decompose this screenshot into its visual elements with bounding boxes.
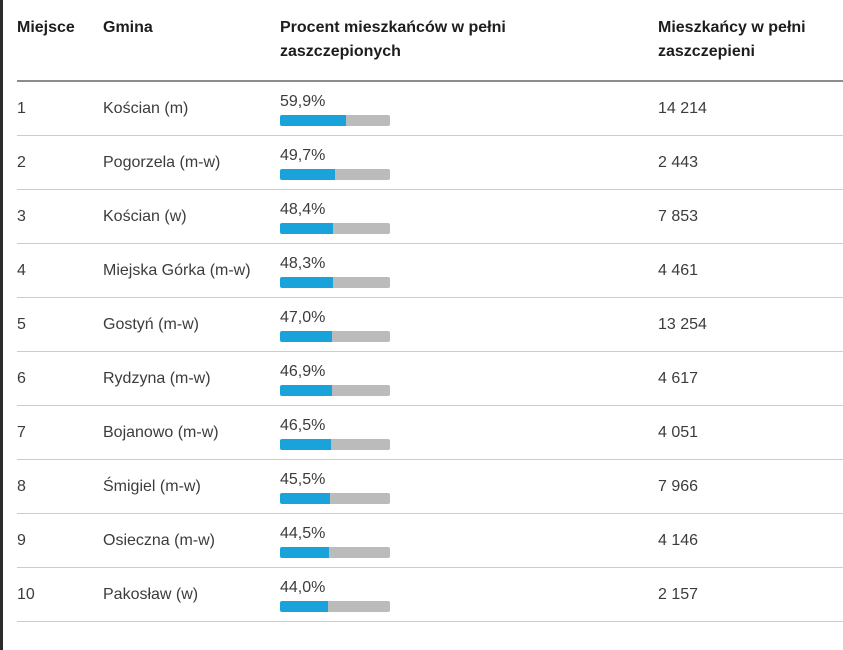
rank-cell: 5	[17, 315, 26, 333]
percent-label: 44,0%	[280, 578, 326, 596]
count-cell: 4 051	[658, 423, 699, 441]
rank-cell: 9	[17, 531, 26, 549]
percent-bar-track	[280, 546, 390, 558]
percent-cell: 44,0%	[280, 578, 658, 612]
percent-bar-track	[280, 384, 390, 396]
table-row: 5 Gostyń (m-w) 47,0% 13 254	[17, 298, 843, 352]
percent-cell: 46,9%	[280, 362, 658, 396]
percent-cell: 48,4%	[280, 200, 658, 234]
table-body: 1 Kościan (m) 59,9% 14 214 2 Pogorzela (…	[3, 82, 843, 622]
percent-label: 45,5%	[280, 470, 326, 488]
count-cell: 14 214	[658, 99, 707, 117]
table-row: 6 Rydzyna (m-w) 46,9% 4 617	[17, 352, 843, 406]
percent-bar-track	[280, 168, 390, 180]
percent-bar-fill	[280, 600, 329, 612]
percent-bar-fill	[280, 546, 329, 558]
percent-bar-track	[280, 276, 390, 288]
percent-label: 48,3%	[280, 254, 326, 272]
gmina-cell: Osieczna (m-w)	[103, 531, 216, 549]
percent-bar-track	[280, 438, 390, 450]
table-row: 4 Miejska Górka (m-w) 48,3% 4 461	[17, 244, 843, 298]
table-row: 7 Bojanowo (m-w) 46,5% 4 051	[17, 406, 843, 460]
gmina-cell: Kościan (w)	[103, 207, 187, 225]
table-header-row: Miejsce Gmina Procent mieszkańców w pełn…	[17, 0, 843, 82]
rank-cell: 6	[17, 369, 26, 387]
rank-cell: 3	[17, 207, 26, 225]
table-row: 3 Kościan (w) 48,4% 7 853	[17, 190, 843, 244]
percent-bar-fill	[280, 330, 332, 342]
percent-bar-fill	[280, 384, 332, 396]
gmina-cell: Rydzyna (m-w)	[103, 369, 211, 387]
percent-bar-fill	[280, 276, 334, 288]
table-row: 1 Kościan (m) 59,9% 14 214	[17, 82, 843, 136]
percent-cell: 44,5%	[280, 524, 658, 558]
col-header-miejsce-label: Miejsce	[17, 19, 75, 36]
gmina-cell: Pakosław (w)	[103, 585, 199, 603]
rank-cell: 4	[17, 261, 26, 279]
col-header-gmina: Gmina	[103, 16, 280, 40]
count-cell: 4 617	[658, 369, 699, 387]
col-header-miejsce: Miejsce	[17, 16, 103, 40]
count-cell: 2 157	[658, 585, 699, 603]
percent-label: 49,7%	[280, 146, 326, 164]
rank-cell: 2	[17, 153, 26, 171]
col-header-procent: Procent mieszkańców w pełni zaszczepiony…	[280, 16, 658, 64]
percent-label: 46,5%	[280, 416, 326, 434]
percent-bar-fill	[280, 168, 335, 180]
percent-label: 47,0%	[280, 308, 326, 326]
percent-label: 44,5%	[280, 524, 326, 542]
gmina-cell: Gostyń (m-w)	[103, 315, 199, 333]
percent-cell: 47,0%	[280, 308, 658, 342]
count-cell: 7 853	[658, 207, 699, 225]
col-header-gmina-label: Gmina	[103, 19, 153, 36]
gmina-cell: Kościan (m)	[103, 99, 189, 117]
percent-cell: 45,5%	[280, 470, 658, 504]
percent-bar-fill	[280, 492, 331, 504]
percent-cell: 59,9%	[280, 92, 658, 126]
gmina-cell: Śmigiel (m-w)	[103, 477, 201, 495]
percent-label: 46,9%	[280, 362, 326, 380]
percent-bar-fill	[280, 114, 346, 126]
rank-cell: 8	[17, 477, 26, 495]
gmina-cell: Bojanowo (m-w)	[103, 423, 219, 441]
table-row: 10 Pakosław (w) 44,0% 2 157	[17, 568, 843, 622]
percent-bar-fill	[280, 222, 334, 234]
count-cell: 2 443	[658, 153, 699, 171]
count-cell: 7 966	[658, 477, 699, 495]
percent-bar-track	[280, 114, 390, 126]
count-cell: 13 254	[658, 315, 707, 333]
percent-bar-track	[280, 600, 390, 612]
rank-cell: 10	[17, 585, 35, 603]
rank-cell: 1	[17, 99, 26, 117]
gmina-cell: Pogorzela (m-w)	[103, 153, 221, 171]
gmina-cell: Miejska Górka (m-w)	[103, 261, 251, 279]
table-row: 2 Pogorzela (m-w) 49,7% 2 443	[17, 136, 843, 190]
percent-bar-track	[280, 330, 390, 342]
col-header-mieszkancy-label: Mieszkańcy w pełni zaszczepieni	[658, 19, 806, 60]
percent-label: 59,9%	[280, 92, 326, 110]
percent-bar-fill	[280, 438, 332, 450]
table-row: 9 Osieczna (m-w) 44,5% 4 146	[17, 514, 843, 568]
count-cell: 4 146	[658, 531, 699, 549]
percent-bar-track	[280, 492, 390, 504]
percent-label: 48,4%	[280, 200, 326, 218]
percent-bar-track	[280, 222, 390, 234]
count-cell: 4 461	[658, 261, 699, 279]
col-header-mieszkancy: Mieszkańcy w pełni zaszczepieni	[658, 16, 843, 64]
rank-cell: 7	[17, 423, 26, 441]
percent-cell: 48,3%	[280, 254, 658, 288]
col-header-procent-label: Procent mieszkańców w pełni zaszczepiony…	[280, 19, 506, 60]
percent-cell: 49,7%	[280, 146, 658, 180]
table-row: 8 Śmigiel (m-w) 45,5% 7 966	[17, 460, 843, 514]
percent-cell: 46,5%	[280, 416, 658, 450]
